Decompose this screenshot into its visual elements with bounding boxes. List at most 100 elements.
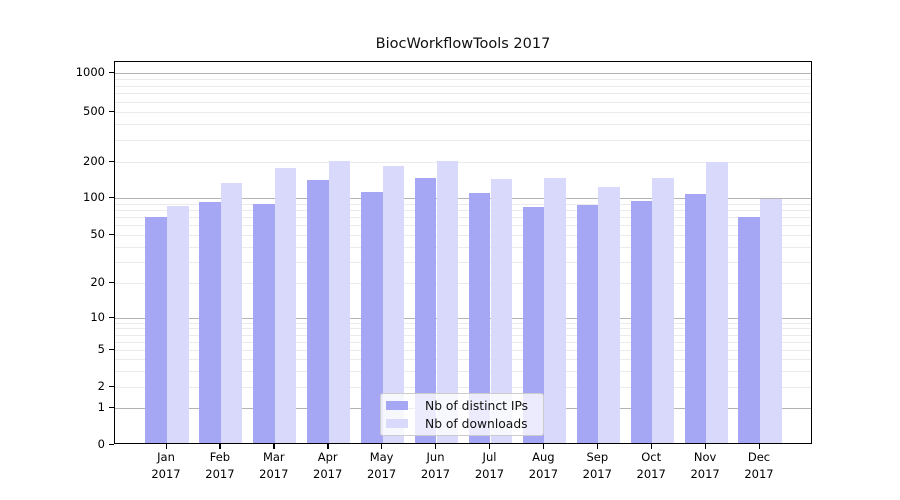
- bar-downloads-feb: [220, 182, 243, 443]
- x-tick-label-oct: Oct 2017: [636, 450, 666, 481]
- gridline-minor-900: [115, 78, 811, 80]
- gridline-minor-700: [115, 93, 811, 95]
- y-tick-mark-1000: [109, 71, 114, 73]
- x-tick-label-sep: Sep 2017: [582, 450, 612, 481]
- bar-distinct-ips-jan: [145, 217, 167, 443]
- legend-swatch-downloads: [386, 418, 408, 429]
- y-tick-label-100: 100: [83, 190, 105, 204]
- x-tick-mark-jun: [435, 444, 437, 449]
- gridline-minor-6: [115, 341, 811, 343]
- bar-downloads-aug: [544, 178, 566, 443]
- gridline-major-1000: [115, 73, 811, 74]
- x-tick-mark-jul: [489, 444, 491, 449]
- gridline-minor-7: [115, 334, 811, 336]
- y-tick-label-5: 5: [97, 342, 105, 356]
- x-tick-label-aug: Aug 2017: [528, 450, 559, 481]
- gridline-minor-500: [115, 112, 811, 113]
- bar-distinct-ips-mar: [253, 204, 275, 443]
- x-tick-mark-may: [381, 444, 383, 449]
- gridline-minor-8: [115, 328, 811, 330]
- bar-distinct-ips-nov: [684, 194, 707, 443]
- gridline-minor-4: [115, 359, 811, 360]
- legend-label-distinct-ips: Nb of distinct IPs: [425, 398, 529, 413]
- gridline-minor-200: [115, 162, 811, 163]
- gridline-minor-20: [115, 283, 811, 284]
- gridline-minor-600: [115, 101, 811, 103]
- gridline-minor-3: [115, 370, 811, 372]
- bar-downloads-oct: [652, 178, 674, 443]
- y-tick-mark-10: [109, 316, 114, 318]
- bar-downloads-nov: [706, 161, 728, 443]
- bar-downloads-apr: [328, 160, 351, 443]
- bar-downloads-sep: [598, 186, 620, 443]
- gridline-minor-5: [115, 350, 811, 351]
- gridline-minor-40: [115, 246, 811, 248]
- gridline-minor-300: [115, 139, 811, 141]
- gridline-minor-2: [115, 387, 811, 388]
- x-tick-label-mar: Mar 2017: [259, 450, 289, 481]
- y-tick-label-1: 1: [97, 400, 105, 414]
- bar-distinct-ips-may: [361, 192, 383, 443]
- bar-distinct-ips-apr: [307, 180, 329, 443]
- bar-distinct-ips-oct: [630, 201, 653, 443]
- y-tick-label-1000: 1000: [75, 65, 105, 79]
- bar-distinct-ips-jul: [468, 193, 491, 443]
- bar-downloads-jul: [490, 178, 513, 443]
- bar-downloads-may: [382, 166, 405, 443]
- x-tick-mark-sep: [596, 444, 599, 449]
- bar-distinct-ips-dec: [738, 217, 760, 443]
- y-tick-label-0: 0: [97, 437, 105, 451]
- legend-swatch-distinct-ips: [386, 400, 408, 411]
- bar-distinct-ips-sep: [576, 204, 599, 443]
- x-tick-mark-apr: [327, 444, 329, 449]
- gridline-minor-90: [115, 203, 811, 205]
- bar-distinct-ips-aug: [522, 207, 545, 443]
- x-tick-label-may: May 2017: [366, 450, 397, 481]
- y-tick-mark-100: [109, 196, 114, 198]
- gridline-minor-800: [115, 85, 811, 87]
- x-tick-label-jan: Jan 2017: [151, 450, 181, 481]
- gridline-major-10: [115, 318, 811, 319]
- y-tick-label-500: 500: [83, 104, 105, 118]
- gridline-minor-400: [115, 124, 811, 126]
- bar-downloads-dec: [760, 199, 782, 443]
- gridline-minor-9: [115, 322, 811, 324]
- y-tick-label-2: 2: [97, 379, 105, 393]
- x-tick-mark-mar: [273, 444, 275, 449]
- gridline-minor-60: [115, 225, 811, 227]
- y-tick-label-50: 50: [90, 227, 105, 241]
- y-tick-mark-0: [109, 443, 114, 445]
- x-tick-mark-jan: [165, 444, 167, 449]
- y-tick-mark-50: [109, 233, 114, 235]
- x-tick-label-dec: Dec 2017: [744, 450, 774, 481]
- x-tick-mark-nov: [704, 444, 706, 449]
- y-tick-mark-5: [109, 348, 114, 350]
- x-tick-mark-oct: [650, 444, 653, 449]
- bar-downloads-mar: [274, 168, 297, 443]
- x-tick-mark-aug: [542, 444, 545, 449]
- gridline-minor-70: [115, 217, 811, 218]
- legend-item-downloads: Nb of downloads: [386, 417, 539, 431]
- x-tick-mark-feb: [219, 444, 221, 449]
- gridline-major-100: [115, 198, 811, 199]
- bar-distinct-ips-feb: [199, 202, 221, 443]
- bar-downloads-jan: [167, 205, 189, 443]
- y-tick-mark-500: [109, 110, 114, 112]
- legend-label-downloads: Nb of downloads: [425, 416, 528, 431]
- chart-title: BiocWorkflowTools 2017: [375, 36, 551, 52]
- gridline-minor-50: [115, 235, 811, 236]
- gridline-minor-80: [115, 209, 811, 211]
- y-tick-label-20: 20: [90, 275, 105, 289]
- x-tick-label-nov: Nov 2017: [690, 450, 720, 481]
- y-tick-label-10: 10: [90, 310, 105, 324]
- x-tick-label-feb: Feb 2017: [205, 450, 235, 481]
- x-tick-mark-dec: [758, 444, 760, 449]
- legend: Nb of distinct IPs Nb of downloads: [380, 393, 544, 436]
- plot-area: [114, 61, 812, 444]
- y-tick-mark-2: [109, 385, 114, 387]
- y-tick-mark-200: [109, 160, 114, 162]
- x-tick-label-jul: Jul 2017: [474, 450, 505, 481]
- gridline-minor-30: [115, 261, 811, 263]
- legend-item-distinct-ips: Nb of distinct IPs: [386, 399, 539, 413]
